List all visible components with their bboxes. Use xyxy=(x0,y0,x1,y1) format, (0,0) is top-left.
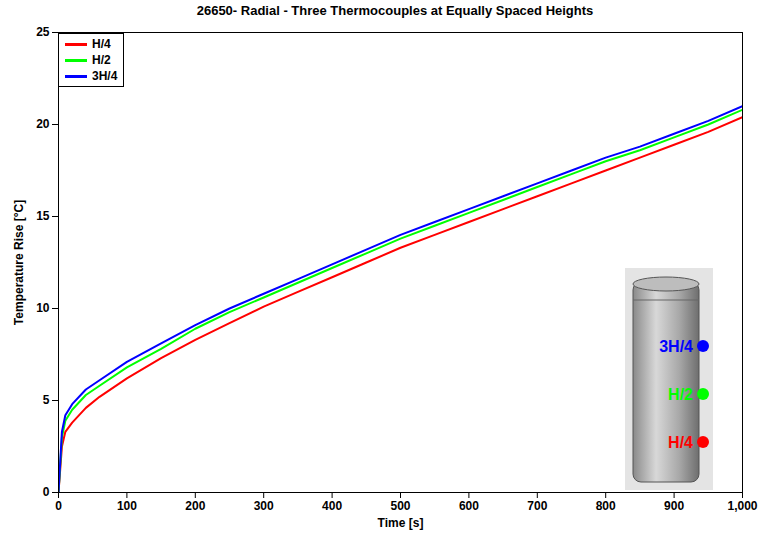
svg-text:25: 25 xyxy=(36,25,50,39)
svg-text:600: 600 xyxy=(459,499,479,513)
svg-text:Temperature Rise [°C]: Temperature Rise [°C] xyxy=(12,200,26,325)
svg-text:H/4: H/4 xyxy=(668,434,693,451)
svg-text:300: 300 xyxy=(254,499,274,513)
svg-text:15: 15 xyxy=(36,209,50,223)
svg-text:5: 5 xyxy=(43,393,50,407)
svg-text:400: 400 xyxy=(322,499,342,513)
svg-text:Time [s]: Time [s] xyxy=(378,516,424,530)
html-text:3H/4: 3H/4 xyxy=(92,69,118,83)
svg-text:900: 900 xyxy=(664,499,684,513)
svg-text:20: 20 xyxy=(36,117,50,131)
svg-text:0: 0 xyxy=(55,499,62,513)
svg-text:10: 10 xyxy=(36,301,50,315)
svg-text:100: 100 xyxy=(117,499,137,513)
svg-text:500: 500 xyxy=(390,499,410,513)
html-text:26650- Radial - Three Thermoco: 26650- Radial - Three Thermocouples at E… xyxy=(196,3,594,18)
svg-text:0: 0 xyxy=(43,485,50,499)
svg-text:1,000: 1,000 xyxy=(727,499,757,513)
svg-text:3H/4: 3H/4 xyxy=(659,338,693,355)
svg-text:200: 200 xyxy=(185,499,205,513)
html-text:H/2: H/2 xyxy=(92,53,111,67)
svg-text:H/2: H/2 xyxy=(668,386,693,403)
svg-text:800: 800 xyxy=(596,499,616,513)
svg-text:700: 700 xyxy=(527,499,547,513)
html-text:H/4: H/4 xyxy=(92,37,111,51)
